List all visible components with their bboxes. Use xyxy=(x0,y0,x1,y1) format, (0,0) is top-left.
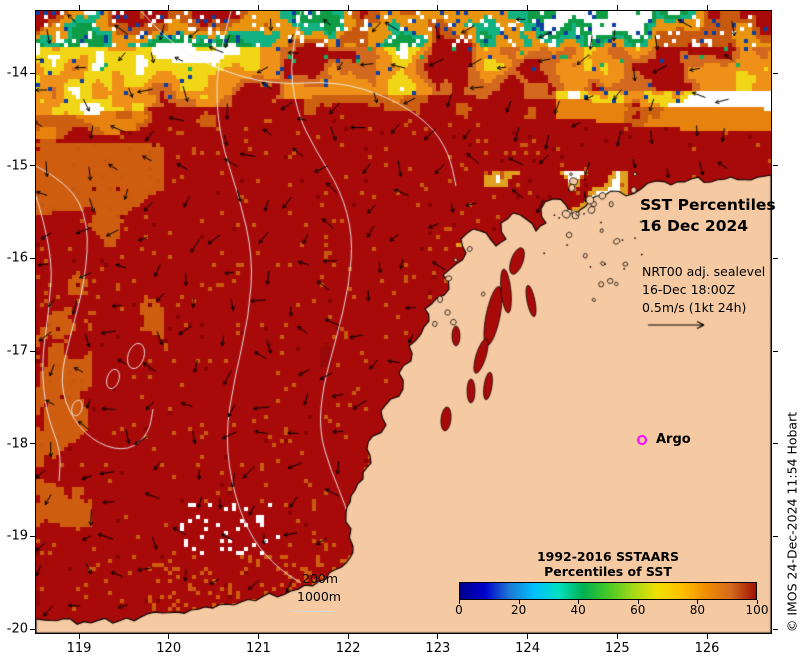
argo-marker-row: Argo xyxy=(637,432,691,447)
credit-text: © IMOS 24-Dec-2024 11:54 Hobart xyxy=(784,411,800,633)
x-axis-tick-top xyxy=(257,5,259,10)
x-axis-label: 119 xyxy=(66,641,92,656)
legend-tickmark xyxy=(459,600,460,604)
x-axis-tick-top xyxy=(347,5,349,10)
legend: 1992-2016 SSTAARS Percentiles of SST 0 20… xyxy=(455,549,768,618)
x-axis-tick-bottom xyxy=(527,634,529,639)
x-axis-tick-bottom xyxy=(706,634,708,639)
y-axis-tick-right xyxy=(773,628,778,630)
y-axis-tick-right xyxy=(773,257,778,259)
y-axis-tick-left xyxy=(30,165,35,167)
x-axis-tick-bottom xyxy=(616,634,618,639)
x-axis-label: 124 xyxy=(515,641,540,656)
y-axis-tick-right xyxy=(773,443,778,445)
y-axis-tick-left xyxy=(30,72,35,74)
legend-title-line1: 1992-2016 SSTAARS xyxy=(536,549,680,564)
map-info: NRT00 adj. sealevel 16-Dec 18:00Z 0.5m/s… xyxy=(642,263,765,317)
x-axis-label: 122 xyxy=(335,641,361,656)
x-axis-tick-bottom xyxy=(347,634,349,639)
y-axis-label: -14 xyxy=(6,65,28,81)
map-title-line2: 16 Dec 2024 xyxy=(640,217,749,235)
y-axis-tick-left xyxy=(30,443,35,445)
y-axis-label: -15 xyxy=(6,158,28,174)
y-axis-tick-right xyxy=(773,535,778,537)
legend-tick-label: 20 xyxy=(510,603,527,617)
y-axis-tick-right xyxy=(773,72,778,74)
x-axis-label: 121 xyxy=(246,641,271,656)
x-axis-label: 120 xyxy=(156,641,182,656)
y-axis-label: -16 xyxy=(6,250,28,266)
legend-tickmark xyxy=(697,600,699,604)
legend-tick-label: 60 xyxy=(630,603,646,617)
argo-label: Argo xyxy=(656,432,691,447)
argo-marker-icon xyxy=(637,434,647,445)
x-axis-tick-bottom xyxy=(168,634,170,639)
y-axis-label: -17 xyxy=(6,343,28,359)
x-axis-tick-bottom xyxy=(437,634,439,639)
y-axis-tick-left xyxy=(30,535,35,537)
legend-tick-labels: 0 20 40 60 80 100 xyxy=(455,600,768,618)
map-title: SST Percentiles 16 Dec 2024 xyxy=(640,195,776,237)
x-axis-label: 123 xyxy=(425,641,451,656)
y-axis-tick-right xyxy=(773,165,778,167)
info-velocity-scale-label: 0.5m/s (1kt 24h) xyxy=(642,300,747,315)
legend-title-line2: Percentiles of SST xyxy=(544,564,672,579)
x-axis-tick-top xyxy=(616,5,618,10)
map-canvas xyxy=(35,10,772,634)
info-time-label: 16-Dec 18:00Z xyxy=(642,282,736,297)
legend-colorbar xyxy=(459,582,757,600)
legend-tick-label: 100 xyxy=(745,603,769,617)
contour-label-200m: 200m xyxy=(302,571,339,586)
x-axis-tick-top xyxy=(706,5,708,10)
y-axis-label: -19 xyxy=(6,528,28,544)
y-axis-tick-left xyxy=(30,257,35,259)
info-product-label: NRT00 adj. sealevel xyxy=(642,264,766,279)
legend-tick-label: 80 xyxy=(689,603,706,617)
x-axis-tick-top xyxy=(527,5,529,10)
x-axis-tick-top xyxy=(437,5,439,10)
map-title-line1: SST Percentiles xyxy=(640,196,776,214)
legend-tick-label: 40 xyxy=(570,603,586,617)
x-axis-tick-bottom xyxy=(257,634,259,639)
contour-label-1000m: 1000m xyxy=(297,589,341,604)
legend-tickmark xyxy=(518,600,520,604)
x-axis-label: 125 xyxy=(604,641,630,656)
legend-tick-label: 0 xyxy=(455,603,463,617)
y-axis-tick-left xyxy=(30,350,35,352)
x-axis-label: 126 xyxy=(694,641,720,656)
legend-tickmark xyxy=(578,600,580,604)
y-axis-tick-left xyxy=(30,628,35,630)
y-axis-label: -20 xyxy=(6,621,28,637)
contour-line-sample xyxy=(294,611,334,612)
x-axis-tick-bottom xyxy=(78,634,80,639)
legend-tickmark xyxy=(757,600,758,604)
legend-tickmark xyxy=(637,600,639,604)
x-axis-tick-top xyxy=(168,5,170,10)
y-axis-tick-right xyxy=(773,350,778,352)
y-axis-label: -18 xyxy=(6,436,28,452)
x-axis-tick-top xyxy=(78,5,80,10)
